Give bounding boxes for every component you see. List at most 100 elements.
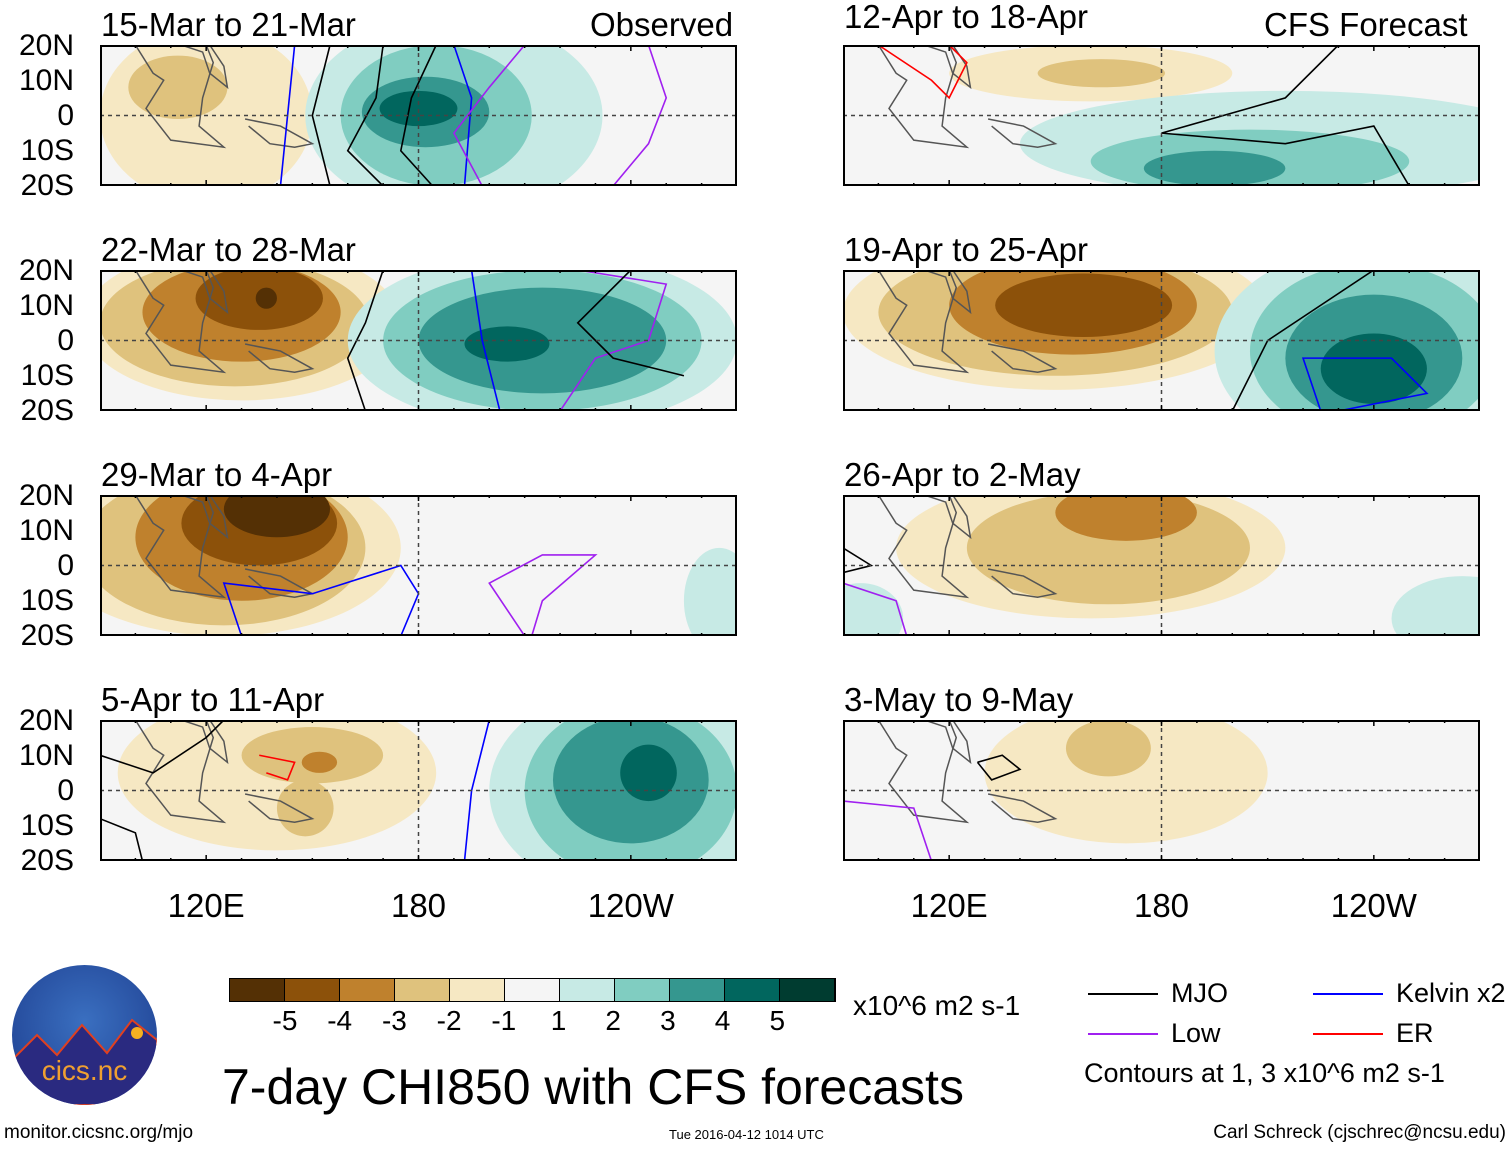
coastline [181,270,229,315]
lat-label: 10S [20,359,74,392]
colorbar-swatch [780,979,835,1001]
coastline [924,45,972,90]
colorbar-tick: -1 [491,1005,517,1036]
coastline [244,118,315,148]
anomaly-shading [223,495,331,538]
lon-label: 120E [167,887,245,924]
anomaly-shading [1037,59,1166,88]
coastline [134,270,227,374]
footer-author: Carl Schreck (cjschrec@ncsu.edu) [1213,1122,1506,1143]
colorbar-tick: 5 [769,1005,786,1036]
colorbar-swatch [285,979,340,1001]
colorbar-units: x10^6 m2 s-1 [853,990,1021,1021]
panel-frame [100,45,737,186]
anomaly-shading [1065,720,1151,777]
legend-line [1313,993,1383,995]
colorbar-tick: 1 [550,1005,567,1036]
contour-line [1231,270,1427,411]
legend-label: MJO [1171,978,1228,1008]
legend-line [1088,1033,1158,1035]
map-panel [100,45,737,186]
footer-url[interactable]: monitor.cicsnc.org/mjo [4,1122,194,1143]
coastline [987,793,1058,823]
lat-label: 20N [18,479,74,512]
contour-line [877,45,968,100]
anomaly-shading [1143,150,1286,186]
coastline [987,343,1058,373]
map-panel [843,495,1480,636]
coastline [134,495,227,599]
coastline [987,568,1058,598]
observed-label: Observed [590,6,734,43]
colorbar-tick: -5 [272,1005,298,1036]
lon-label: 180 [390,887,447,924]
panel-frame [100,495,737,636]
lat-label: 10S [20,809,74,842]
contour-line [452,45,526,186]
contour-line [843,800,933,861]
coastline [924,720,972,765]
colorbar-swatch [670,979,725,1001]
colorbar-tick: -3 [381,1005,407,1036]
panel-title: 29-Mar to 4-Apr [101,456,333,493]
panel-title: 22-Mar to 28-Mar [101,231,356,268]
panel-frame [843,495,1480,636]
anomaly-shading [1391,576,1480,636]
colorbar-swatch [230,979,285,1001]
map-panel [100,270,737,411]
logo-text: cics.nc [41,1055,128,1086]
legend-label: ER [1396,1018,1434,1048]
contour-line [843,547,874,574]
map-panel [100,720,737,861]
figure-title: 7-day CHI850 with CFS forecasts [222,1059,964,1115]
lat-label: 10N [18,739,74,772]
colorbar [229,978,836,1002]
panel-title: 12-Apr to 18-Apr [844,0,1088,35]
lat-label: 0 [57,774,74,807]
coastline [244,793,315,823]
map-panel [843,45,1480,186]
colorbar-swatch [615,979,670,1001]
colorbar-swatch [505,979,560,1001]
coastline [924,495,972,540]
contour-line [100,817,144,861]
panel-frame [100,270,737,411]
legend-label: Low [1171,1018,1221,1048]
colorbar-tick: -4 [327,1005,353,1036]
lat-label: 20N [18,254,74,287]
contour-line [976,754,1022,781]
coastline [924,270,972,315]
lon-label: 120E [910,887,988,924]
contour-line [470,270,501,411]
anomaly-shading [301,751,338,773]
legend-line [1313,1033,1383,1035]
lon-label: 180 [1133,887,1190,924]
contour-line [399,45,437,186]
coastline [877,270,970,374]
contour-line [259,754,296,781]
anomaly-shading [255,287,277,309]
anomaly-shading [1320,333,1427,404]
lat-label: 10S [20,584,74,617]
coastline [244,343,315,373]
cics-logo: cics.nc [12,965,157,1105]
lon-label: 120W [1330,887,1417,924]
contour-line [576,270,685,377]
coastline [181,720,229,765]
lat-label: 20S [20,619,74,652]
anomaly-shading [683,547,737,636]
contour-line [346,45,384,186]
contour-line [311,45,331,186]
anomaly-shading [379,90,458,127]
coastline [987,118,1058,148]
panel-frame [843,720,1480,861]
anomaly-shading [843,583,904,636]
anomaly-shading [464,326,550,362]
legend-label: Kelvin x2 [1396,978,1506,1008]
contour-line [222,564,420,636]
coastline [134,45,227,149]
lat-label: 20N [18,29,74,62]
coastline [877,45,970,149]
anomaly-shading [995,273,1173,337]
legend-line [1088,993,1158,995]
